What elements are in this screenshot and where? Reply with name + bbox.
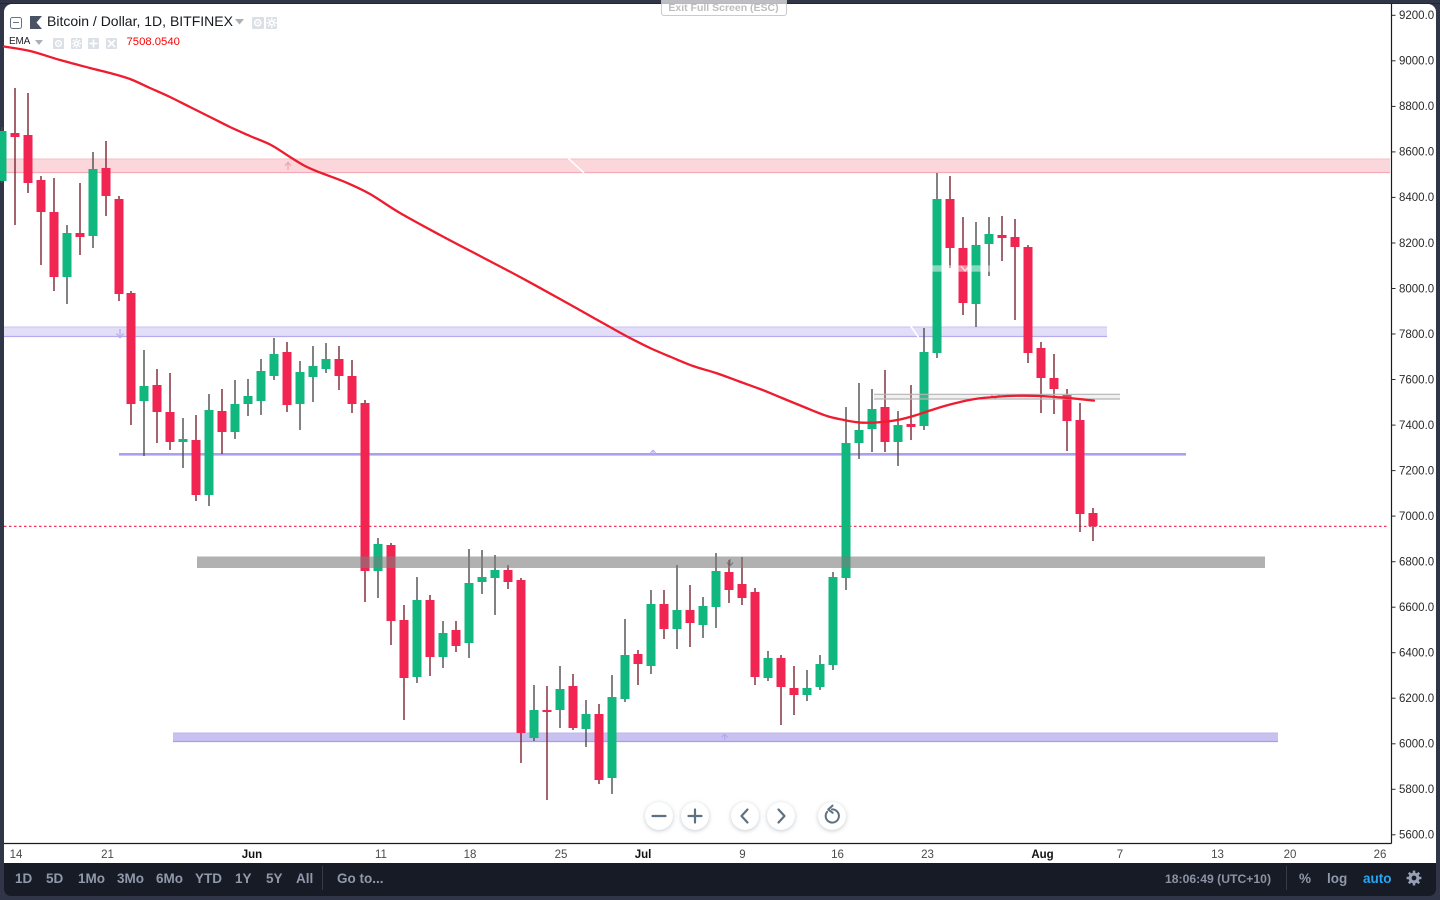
- svg-text:6600.0: 6600.0: [1399, 602, 1434, 614]
- svg-text:18: 18: [464, 849, 477, 861]
- svg-text:8800.0: 8800.0: [1399, 101, 1434, 113]
- svg-text:16: 16: [831, 849, 844, 861]
- svg-text:7000.0: 7000.0: [1399, 511, 1434, 523]
- svg-text:6400.0: 6400.0: [1399, 648, 1434, 660]
- svg-text:6800.0: 6800.0: [1399, 557, 1434, 569]
- svg-text:8600.0: 8600.0: [1399, 147, 1434, 159]
- svg-text:20: 20: [1284, 849, 1297, 861]
- svg-text:23: 23: [921, 849, 934, 861]
- svg-text:26: 26: [1374, 849, 1387, 861]
- svg-text:Aug: Aug: [1031, 849, 1053, 861]
- svg-text:Jun: Jun: [242, 849, 262, 861]
- svg-text:25: 25: [555, 849, 568, 861]
- svg-text:7800.0: 7800.0: [1399, 329, 1434, 341]
- svg-text:21: 21: [101, 849, 114, 861]
- svg-text:8000.0: 8000.0: [1399, 283, 1434, 295]
- svg-text:Jul: Jul: [635, 849, 652, 861]
- svg-text:8200.0: 8200.0: [1399, 238, 1434, 250]
- svg-text:7400.0: 7400.0: [1399, 420, 1434, 432]
- svg-text:5800.0: 5800.0: [1399, 784, 1434, 796]
- svg-text:9200.0: 9200.0: [1399, 10, 1434, 22]
- svg-text:6200.0: 6200.0: [1399, 693, 1434, 705]
- svg-text:9: 9: [739, 849, 745, 861]
- svg-text:7200.0: 7200.0: [1399, 465, 1434, 477]
- svg-text:7: 7: [1117, 849, 1123, 861]
- svg-text:9000.0: 9000.0: [1399, 56, 1434, 68]
- svg-text:8400.0: 8400.0: [1399, 192, 1434, 204]
- svg-text:5600.0: 5600.0: [1399, 830, 1434, 842]
- svg-text:7600.0: 7600.0: [1399, 374, 1434, 386]
- svg-text:6000.0: 6000.0: [1399, 739, 1434, 751]
- svg-text:13: 13: [1211, 849, 1224, 861]
- svg-text:14: 14: [10, 849, 23, 861]
- svg-text:11: 11: [375, 849, 387, 861]
